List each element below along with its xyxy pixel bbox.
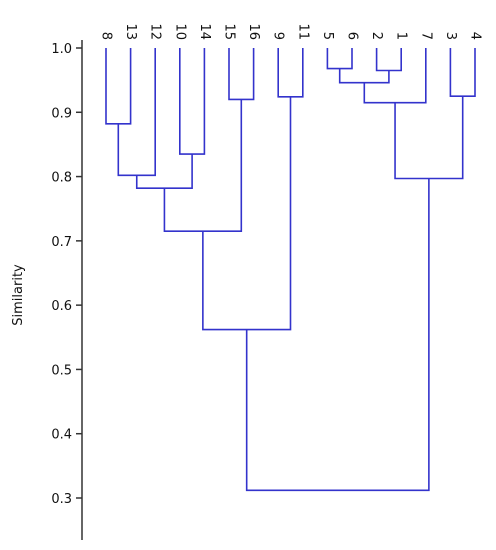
- dendrogram-link: [326, 48, 353, 70]
- dendrogram-link: [363, 48, 427, 104]
- y-tick-label: 0.5: [51, 363, 72, 378]
- dendrogram-link: [179, 48, 206, 155]
- leaf-label: 10: [172, 23, 187, 40]
- leaf-label: 12: [148, 23, 163, 40]
- leaf-label: 7: [418, 32, 433, 40]
- leaf-label: 1: [394, 32, 409, 40]
- dendrogram-link: [163, 99, 243, 233]
- leaf-label: 14: [197, 23, 212, 40]
- y-tick-label: 0.9: [51, 106, 72, 121]
- dendrogram-link: [228, 48, 255, 101]
- y-tick-label: 0.6: [51, 299, 72, 314]
- leaf-label: 5: [320, 32, 335, 40]
- dendrogram-link: [277, 48, 304, 98]
- y-tick-label: 0.4: [51, 428, 72, 443]
- y-axis: 1.0 0.9 0.8 0.7 0.6 0.5 0.4 0.3: [51, 40, 83, 540]
- leaf-label: 6: [345, 32, 360, 40]
- leaf-label: 16: [246, 23, 261, 40]
- leaf-label: 9: [271, 32, 286, 40]
- y-tick-label: 0.3: [51, 492, 72, 507]
- dendrogram-link: [375, 48, 402, 72]
- leaf-labels: 8 13 12 10 14 15 16 9 11 5 6 2 1 7 3 4: [99, 23, 483, 40]
- leaf-label: 2: [369, 32, 384, 40]
- dendrogram-link: [202, 96, 292, 331]
- y-tick-label: 0.8: [51, 171, 72, 186]
- dendrogram-links: [105, 48, 476, 492]
- y-tick-label: 0.7: [51, 235, 72, 250]
- dendrogram-link: [245, 178, 430, 492]
- leaf-label: 11: [295, 23, 310, 40]
- dendrogram-link: [135, 154, 193, 189]
- leaf-label: 4: [468, 32, 483, 40]
- leaf-label: 13: [123, 23, 138, 40]
- leaf-label: 3: [443, 32, 458, 40]
- leaf-label: 15: [222, 23, 237, 40]
- dendrogram-link: [117, 48, 156, 177]
- dendrogram-link: [394, 96, 464, 180]
- y-tick-label: 1.0: [51, 42, 72, 57]
- dendrogram-link: [449, 48, 476, 98]
- leaf-label: 8: [99, 32, 114, 40]
- y-axis-title: Similarity: [11, 264, 26, 326]
- dendrogram-link: [105, 48, 132, 125]
